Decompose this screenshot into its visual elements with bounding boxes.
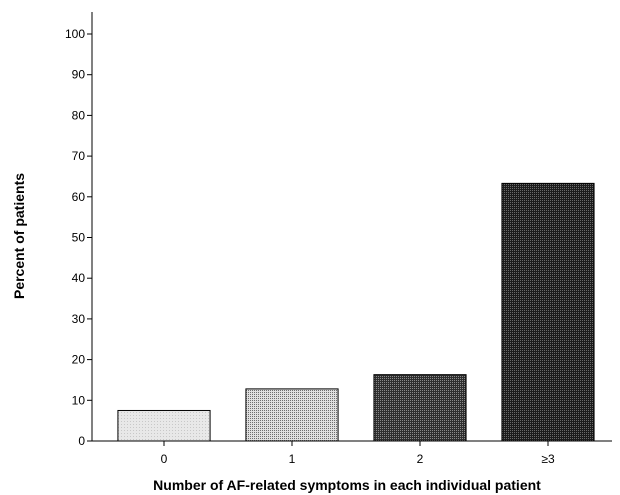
bar-1 <box>245 388 339 442</box>
y-tick-label: 0 <box>78 434 85 448</box>
axes-layer <box>91 12 612 442</box>
y-tick-label: 100 <box>65 27 85 41</box>
x-ticks-layer: 0 1 2 ≥3 <box>161 441 555 466</box>
y-tick-label: 90 <box>72 68 86 82</box>
x-axis-title: Number of AF-related symptoms in each in… <box>153 477 541 493</box>
x-tick-label: 0 <box>161 452 168 466</box>
y-ticks-layer: 0 10 20 30 40 50 60 70 80 90 100 <box>65 27 92 448</box>
y-tick-label: 30 <box>72 312 86 326</box>
bar-3 <box>501 182 595 442</box>
y-tick-label: 20 <box>72 353 86 367</box>
y-tick-label: 50 <box>72 231 86 245</box>
x-tick-label: 2 <box>417 452 424 466</box>
y-tick-label: 70 <box>72 149 86 163</box>
x-tick-label: 1 <box>289 452 296 466</box>
y-tick-label: 10 <box>72 393 86 407</box>
y-tick-label: 40 <box>72 271 86 285</box>
x-tick-label: ≥3 <box>541 452 555 466</box>
y-tick-label: 80 <box>72 108 86 122</box>
y-axis-title: Percent of patients <box>11 173 27 299</box>
bar-2 <box>373 374 467 442</box>
bar-0 <box>117 409 211 442</box>
bars-layer <box>117 182 595 442</box>
y-tick-label: 60 <box>72 190 86 204</box>
